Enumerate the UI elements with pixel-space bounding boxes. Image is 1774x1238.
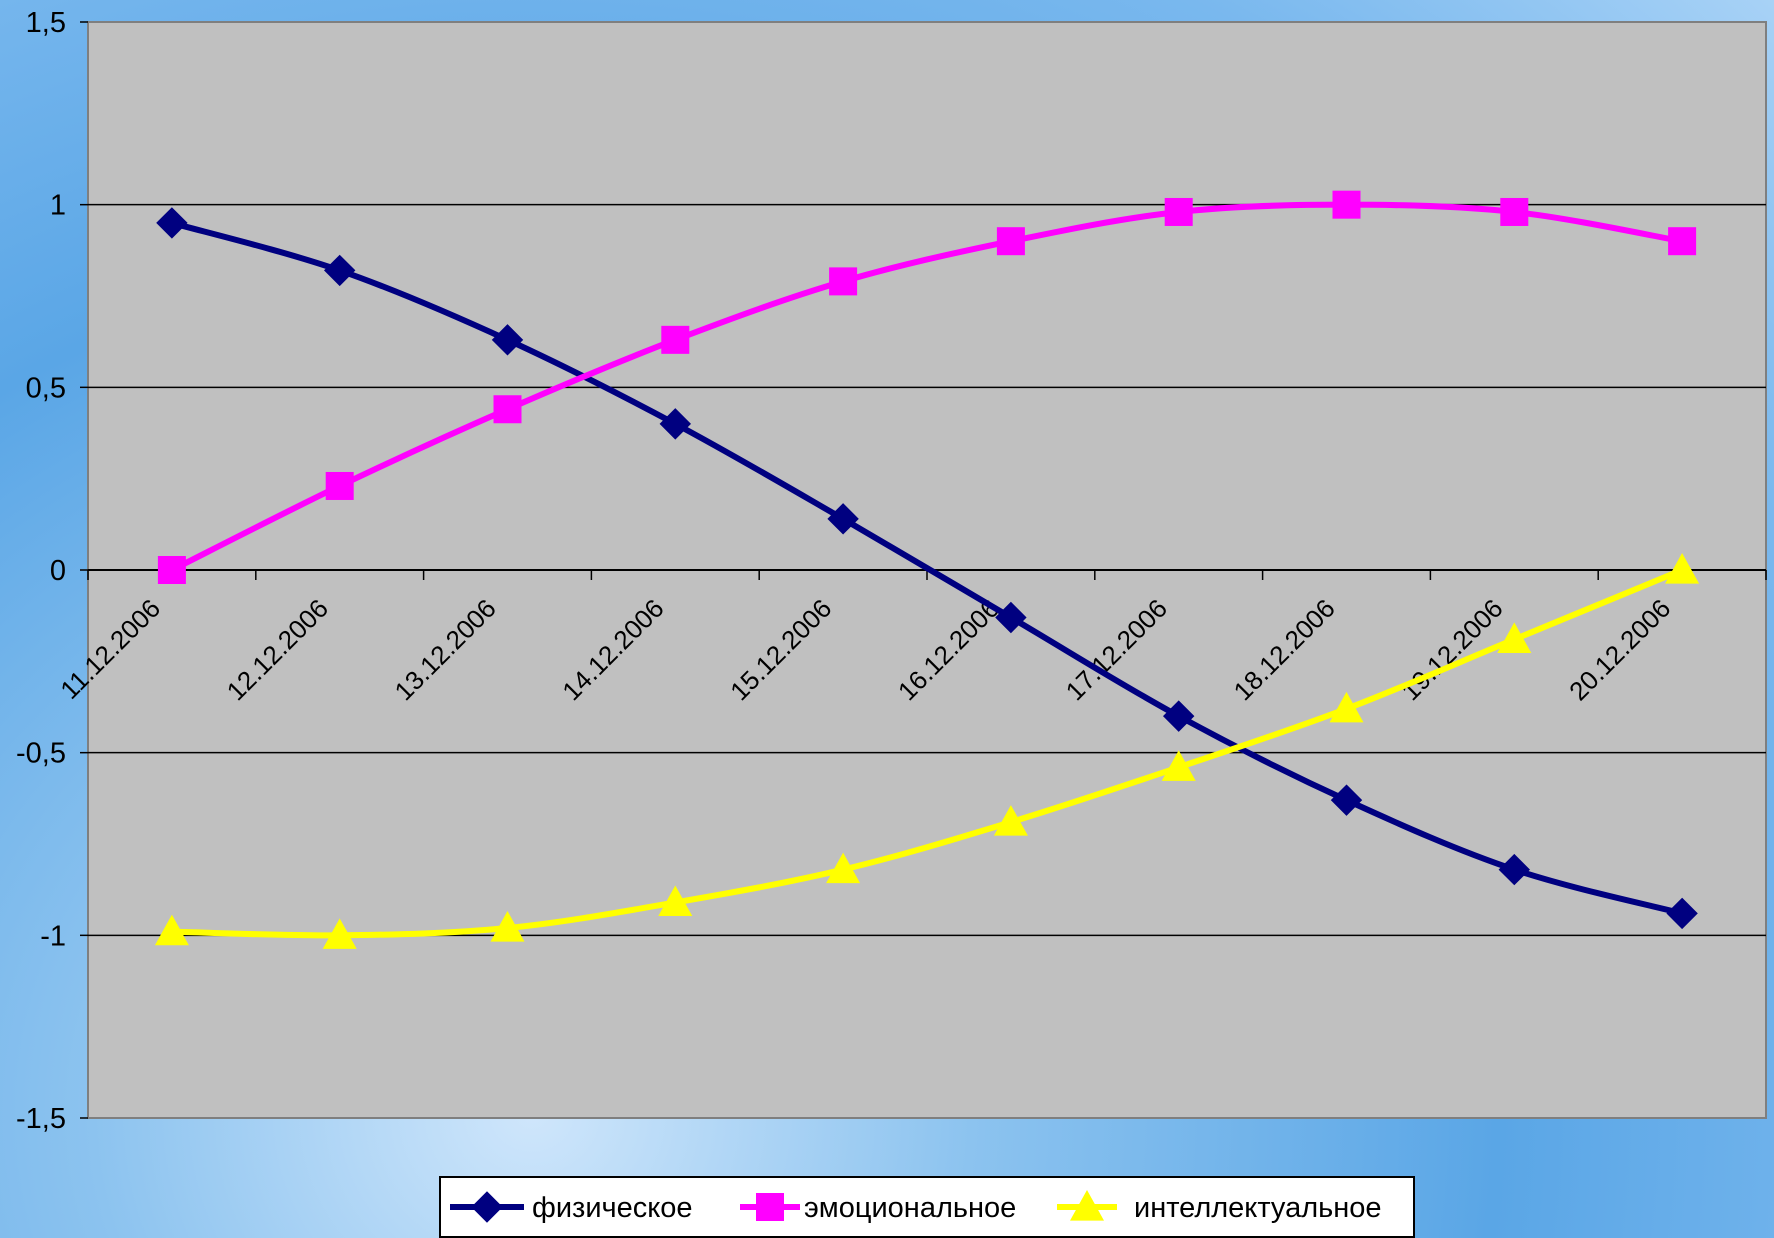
y-tick-label: -1 xyxy=(40,920,66,952)
data-point xyxy=(1665,553,1700,584)
data-point xyxy=(827,503,859,535)
data-point xyxy=(154,914,189,946)
legend-marker xyxy=(756,1193,784,1221)
series-2 xyxy=(157,190,1697,584)
data-point xyxy=(1332,190,1361,219)
data-point xyxy=(490,911,525,942)
series-3 xyxy=(154,553,1700,949)
y-tick-label: 1,5 xyxy=(26,7,66,39)
y-tick-label: 0 xyxy=(50,555,66,587)
legend-marker xyxy=(1070,1190,1104,1221)
data-point xyxy=(995,601,1027,634)
data-point xyxy=(1330,784,1363,816)
data-point xyxy=(157,556,186,584)
data-point xyxy=(1666,897,1698,930)
data-point xyxy=(1668,227,1697,256)
data-point xyxy=(493,395,522,424)
series-line xyxy=(171,567,1684,939)
data-point xyxy=(659,408,692,440)
data-point xyxy=(1497,622,1532,654)
data-point xyxy=(826,852,861,884)
legend-label: физическое xyxy=(532,1192,693,1224)
series xyxy=(154,190,1700,949)
legend-box xyxy=(439,1176,1415,1238)
data-point xyxy=(491,324,524,356)
data-point xyxy=(993,805,1028,836)
data-point xyxy=(1162,700,1195,732)
data-point xyxy=(1498,853,1531,886)
data-point xyxy=(1329,691,1364,723)
y-tick-label: -0,5 xyxy=(16,738,66,770)
series-1 xyxy=(156,207,1698,930)
data-point xyxy=(1500,197,1529,226)
data-point xyxy=(996,227,1025,256)
data-point xyxy=(1164,197,1193,226)
grid-lines xyxy=(88,203,1766,937)
data-point xyxy=(156,207,188,239)
data-point xyxy=(323,254,356,287)
y-axis: 1,5 1 0,5 0 -0,5 -1 -1,5 xyxy=(16,7,88,1135)
legend: физическое эмоциональное интеллектуальное xyxy=(439,1176,1415,1238)
legend-label: эмоциональное xyxy=(804,1192,1016,1224)
series-line xyxy=(171,220,1683,917)
data-point xyxy=(658,885,693,917)
y-tick-label: 1 xyxy=(50,190,66,222)
data-point xyxy=(661,325,690,354)
y-tick-label: 0,5 xyxy=(26,372,66,404)
data-point xyxy=(1161,750,1196,781)
data-point xyxy=(829,267,858,296)
legend-marker xyxy=(471,1191,503,1223)
y-tick-label: -1,5 xyxy=(16,1103,66,1135)
data-point xyxy=(325,471,354,500)
legend-label: интеллектуальное xyxy=(1134,1192,1382,1224)
series-line xyxy=(170,201,1683,573)
data-point xyxy=(322,918,357,949)
